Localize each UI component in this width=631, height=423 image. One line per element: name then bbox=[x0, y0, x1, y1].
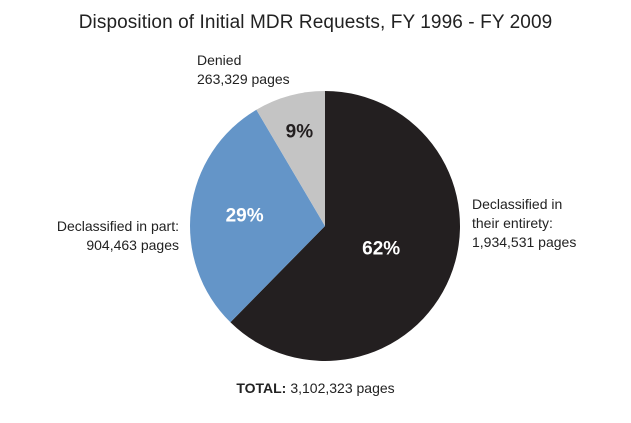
slice-label-denied-line-1: Denied bbox=[197, 52, 242, 68]
slice-label-entirety-line-3: 1,934,531 pages bbox=[472, 234, 577, 250]
percent-label-part: 29% bbox=[226, 206, 264, 227]
slice-label-entirety-line-1: Declassified in bbox=[472, 196, 563, 212]
slice-label-part-line-1: Declassified in part: bbox=[56, 218, 179, 234]
total-label: TOTAL: bbox=[236, 380, 287, 396]
pie-slices bbox=[190, 91, 461, 361]
slice-label-declassified-in-entirety: Declassified in their entirety: 1,934,53… bbox=[472, 195, 576, 252]
total-value: 3,102,323 pages bbox=[290, 380, 395, 396]
percent-labels: 62% 29% 9% bbox=[226, 122, 401, 260]
slice-label-part-line-2: 904,463 pages bbox=[86, 237, 179, 253]
pie-slice-denied bbox=[256, 91, 325, 226]
percent-label-entirety: 62% bbox=[362, 239, 400, 260]
chart-title: Disposition of Initial MDR Requests, FY … bbox=[78, 12, 553, 33]
total-line: TOTAL: 3,102,323 pages bbox=[0, 380, 631, 396]
slice-label-entirety-line-2: their entirety: bbox=[472, 215, 553, 231]
pie-slice-part bbox=[190, 109, 325, 323]
slice-label-declassified-in-part: Declassified in part: 904,463 pages bbox=[57, 217, 179, 255]
slice-label-denied-line-2: 263,329 pages bbox=[197, 71, 290, 87]
slice-label-denied: Denied 263,329 pages bbox=[197, 51, 290, 89]
pie-slice-entirety bbox=[230, 91, 461, 361]
percent-label-denied: 9% bbox=[286, 122, 314, 143]
